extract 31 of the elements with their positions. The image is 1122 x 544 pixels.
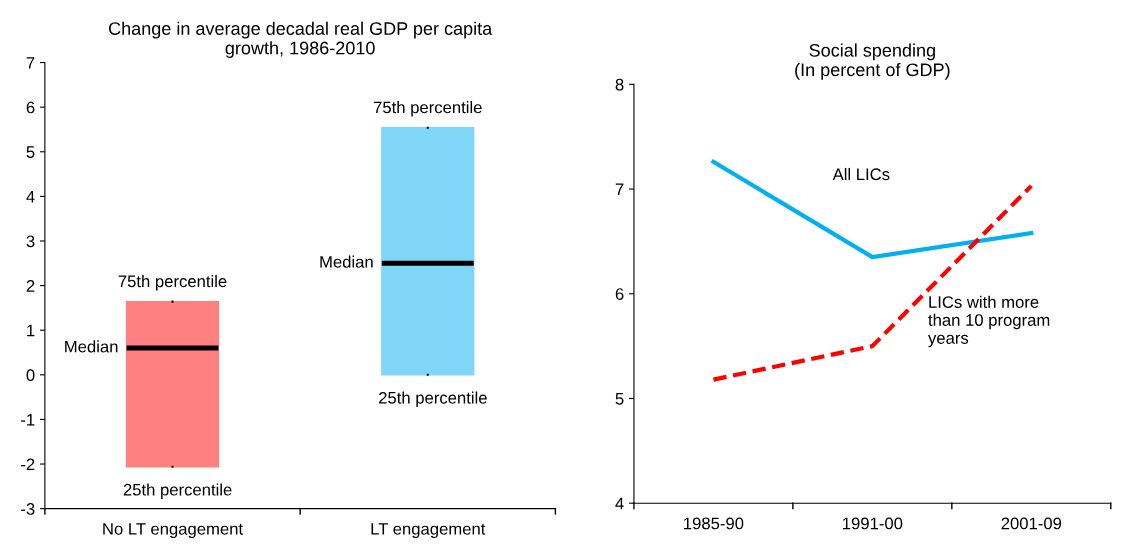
y-tick-label: 5 [615, 393, 624, 405]
y-tick-label: 4 [26, 190, 35, 203]
annotation: Median [320, 255, 373, 268]
y-tick-label: 5 [26, 146, 35, 158]
annotation: 25th percentile [123, 483, 232, 499]
y-tick-label: 2 [26, 280, 35, 292]
annotation: 25th percentile [379, 391, 487, 408]
series-label: LICs with more than 10 program years [928, 295, 1050, 348]
y-tick-label: 7 [26, 57, 35, 69]
x-tick-label: LT engagement [371, 523, 486, 539]
y-tick-label: 8 [615, 78, 624, 91]
y-tick-label: 4 [615, 497, 624, 510]
y-tick-label: -3 [21, 503, 35, 515]
y-tick-label: 3 [26, 235, 35, 248]
annotation: 75th percentile [373, 101, 482, 117]
y-tick-label: -1 [21, 414, 35, 426]
annotation: Median [65, 340, 118, 353]
y-tick-label: 6 [26, 101, 35, 114]
y-tick-label: 6 [615, 288, 624, 300]
chart-title: Change in average decadal real GDP per capita growth, 1986-2010 [109, 21, 493, 58]
x-tick-label: 2001-09 [1001, 517, 1062, 530]
x-tick-label: 1991-00 [843, 517, 903, 530]
text: All LICs [832, 167, 890, 181]
annotation: 75th percentile [118, 275, 227, 291]
y-tick-label: 7 [615, 183, 624, 196]
x-tick-label: 1985-90 [684, 517, 744, 530]
y-tick-label: 1 [27, 324, 35, 337]
x-tick-label: No LT engagement [103, 523, 243, 539]
chart-title: Social spending (In percent of GDP) [795, 43, 950, 80]
y-tick-label: -2 [21, 458, 35, 471]
y-tick-label: 0 [26, 369, 35, 382]
